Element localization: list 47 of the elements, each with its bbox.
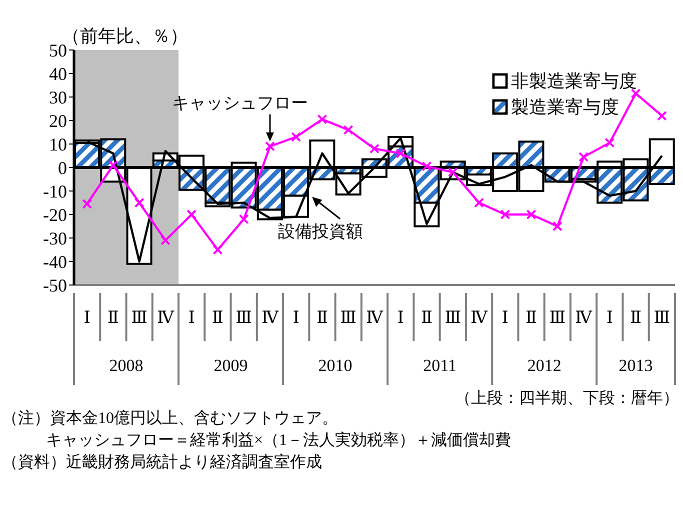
x-tick-label: Ⅱ (107, 308, 119, 327)
text: 2010 (318, 356, 352, 375)
x-tick-label: Ⅲ (236, 308, 252, 327)
text: 2013 (618, 356, 653, 375)
x-tick-label: Ⅳ (470, 308, 489, 327)
x-tick-label: Ⅰ (292, 308, 300, 327)
x-tick-label: Ⅱ (212, 308, 224, 327)
text: 2012 (527, 356, 562, 375)
text: （注）資本金10億円以上、含むソフトウェア。 (2, 408, 339, 429)
x-tick-label: Ⅲ (340, 308, 357, 327)
text: 2008 (109, 356, 144, 375)
text: 2009 (214, 356, 248, 375)
x-tick-label: Ⅲ (549, 308, 566, 327)
y-tick-label: -30 (43, 228, 67, 248)
x-tick-label: Ⅳ (261, 308, 280, 327)
x-tick-label: Ⅲ (654, 308, 670, 327)
x-tick-label: Ⅲ (131, 308, 148, 327)
text: 2011 (423, 356, 457, 375)
y-tick-label: -50 (43, 275, 67, 296)
x-tick-label: Ⅰ (188, 308, 195, 327)
y-tick-label: 40 (49, 64, 67, 84)
x-tick-label: Ⅱ (316, 308, 328, 327)
x-tick-label: Ⅱ (526, 308, 538, 327)
x-tick-label: Ⅲ (444, 308, 462, 327)
y-tick-label: 10 (49, 134, 67, 154)
x-tick-label: Ⅳ (366, 308, 384, 327)
x-tick-label: Ⅰ (606, 308, 614, 327)
y-tick-label: -40 (43, 252, 67, 272)
y-tick-label: -10 (43, 181, 67, 202)
x-tick-label: Ⅳ (575, 308, 594, 327)
x-tick-label: Ⅰ (502, 308, 509, 327)
series-label: キャッシュフロー (172, 93, 308, 112)
text: （上段：四半期、下段：暦年） (455, 388, 679, 409)
y-tick-label: 0 (58, 158, 67, 178)
legend-label: 製造業寄与度 (511, 96, 619, 119)
y-tick-label: -20 (43, 204, 67, 225)
x-tick-label: Ⅳ (156, 308, 175, 327)
text: キャッシュフロー＝経常利益×（1－法人実効税率）＋減価償却費 (45, 430, 512, 451)
x-tick-label: Ⅰ (84, 308, 90, 327)
x-tick-label: Ⅰ (397, 308, 404, 327)
series-label: 設備投資額 (278, 222, 364, 241)
x-tick-label: Ⅱ (630, 308, 642, 327)
y-tick-label: 30 (49, 87, 67, 108)
legend-label: 非製造業寄与度 (511, 70, 637, 93)
y-tick-label: 20 (49, 110, 67, 131)
text: （資料）近畿財務局統計より経済調査室作成 (2, 452, 323, 473)
x-tick-label: Ⅱ (420, 308, 433, 327)
